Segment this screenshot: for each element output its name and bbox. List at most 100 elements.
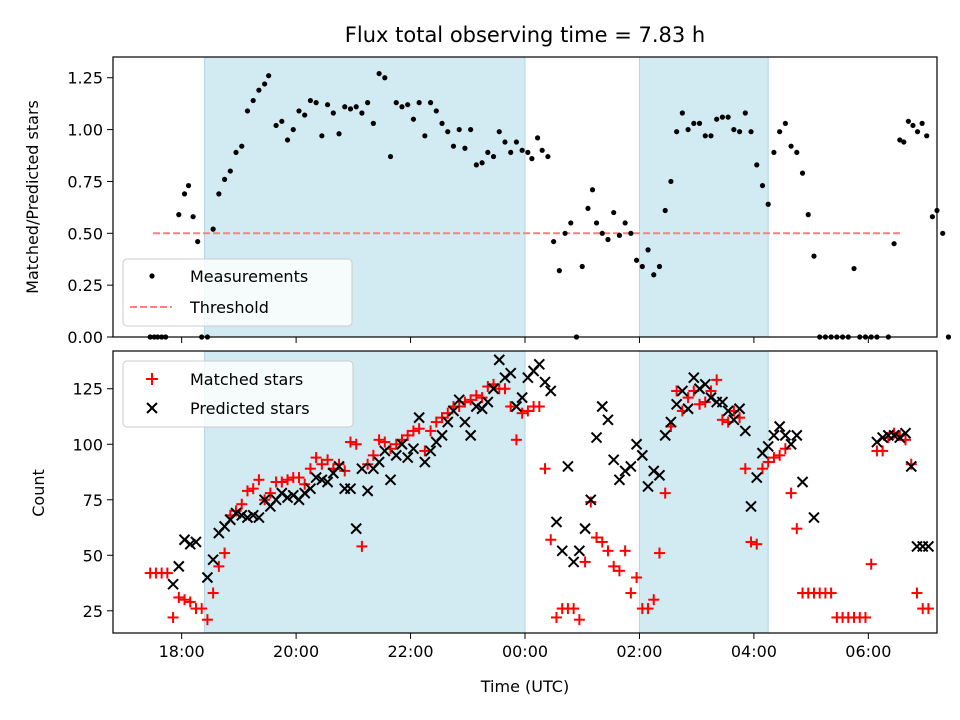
matched-star-point xyxy=(293,472,305,484)
x-tick-label: 18:00 xyxy=(159,642,205,661)
matched-star-point xyxy=(922,603,934,615)
measurement-point xyxy=(748,129,754,135)
matched-star-point xyxy=(470,389,482,401)
measurement-point xyxy=(579,263,585,270)
predicted-star-point xyxy=(779,429,792,442)
measurement-point xyxy=(782,120,788,126)
measurement-point xyxy=(399,104,405,110)
bottom-panel-legend: Matched stars Predicted stars xyxy=(122,360,354,428)
measurement-point xyxy=(422,133,428,139)
measurement-point xyxy=(266,73,272,79)
measurement-point xyxy=(529,156,535,162)
predicted-star-point xyxy=(207,554,219,566)
matched-star-point xyxy=(196,603,208,615)
measurement-point xyxy=(696,120,703,126)
matched-star-point xyxy=(602,545,614,557)
matched-star-point xyxy=(219,547,231,559)
measurement-point xyxy=(473,162,479,168)
matched-star-point xyxy=(316,458,328,470)
predicted-star-point xyxy=(796,476,809,488)
y-tick-label: 125 xyxy=(72,380,103,399)
legend-label-threshold: Threshold xyxy=(189,298,269,317)
predicted-star-point xyxy=(539,376,551,388)
predicted-star-point xyxy=(682,403,694,415)
measurement-point xyxy=(181,191,188,197)
measurement-point xyxy=(685,126,691,133)
y-tick-label: 100 xyxy=(72,435,103,454)
predicted-star-point xyxy=(447,405,460,417)
measurement-point xyxy=(262,81,268,87)
measurement-point xyxy=(382,75,388,81)
matched-star-point xyxy=(465,394,477,406)
matched-star-point xyxy=(362,458,374,470)
predicted-star-point xyxy=(356,462,368,475)
y-tick-label: 0.50 xyxy=(67,224,103,243)
predicted-star-point xyxy=(173,560,185,573)
predicted-star-point xyxy=(510,400,523,413)
predicted-star-point xyxy=(733,403,746,415)
matched-star-point xyxy=(745,536,757,548)
predicted-star-point xyxy=(424,445,437,457)
measurement-point xyxy=(433,108,439,114)
predicted-star-point xyxy=(344,482,357,495)
measurement-point xyxy=(347,106,354,112)
measurement-point xyxy=(456,126,462,133)
predicted-star-point xyxy=(401,451,414,464)
matched-star-point xyxy=(545,534,557,546)
matched-star-point xyxy=(510,434,522,446)
matched-star-point xyxy=(402,429,414,441)
measurement-point xyxy=(914,129,921,135)
matched-star-point xyxy=(825,587,837,599)
measurement-point xyxy=(359,110,365,116)
measurement-point xyxy=(662,207,668,214)
matched-star-point xyxy=(585,496,597,508)
measurement-point xyxy=(496,129,502,135)
predicted-star-point xyxy=(665,416,677,428)
x-tick-label: 04:00 xyxy=(731,642,777,661)
x-tick-label: 06:00 xyxy=(845,642,891,661)
bottom-panel: 25 50 75 100 125 18:00 20:00 22:00 00:00 02:00 04:… xyxy=(72,350,938,661)
predicted-star-point xyxy=(739,425,752,437)
predicted-star-point xyxy=(493,354,505,366)
matched-star-point xyxy=(344,436,356,448)
matched-star-point xyxy=(579,556,591,568)
measurement-point xyxy=(324,102,331,108)
matched-star-point xyxy=(264,487,276,499)
measurement-point xyxy=(410,116,417,122)
predicted-star-point xyxy=(453,394,465,406)
measurement-point xyxy=(719,114,726,120)
predicted-star-point xyxy=(167,578,179,590)
measurement-point xyxy=(519,147,525,153)
measurement-point xyxy=(353,104,359,110)
measurement-point xyxy=(190,214,196,220)
bottom-y-axis-label: Count xyxy=(29,469,48,517)
matched-star-point xyxy=(247,483,259,495)
matched-star-point xyxy=(201,614,213,626)
matched-star-point xyxy=(591,532,603,544)
matched-star-point xyxy=(671,385,683,397)
y-tick-label: 1.00 xyxy=(67,121,103,140)
measurement-point xyxy=(668,178,674,185)
y-tick-label: 0.00 xyxy=(67,328,103,347)
y-tick-label: 0.75 xyxy=(67,172,103,191)
predicted-star-point xyxy=(922,540,935,553)
matched-star-point xyxy=(613,565,625,577)
measurement-point xyxy=(633,257,640,263)
observing-period-shade xyxy=(639,351,769,633)
matched-star-point xyxy=(516,407,528,419)
measurement-point xyxy=(788,143,794,149)
measurement-point xyxy=(370,120,376,126)
measurement-point xyxy=(754,162,760,168)
measurement-point xyxy=(462,145,468,151)
matched-star-point xyxy=(356,540,368,552)
measurement-point xyxy=(545,153,551,160)
bottom-panel-gridmarks: 25 50 75 100 125 18:00 20:00 22:00 00:00 02:00 04:… xyxy=(72,380,891,661)
matched-star-point xyxy=(213,560,225,572)
measurement-point xyxy=(216,191,222,197)
measurement-point xyxy=(929,214,936,220)
measurement-point xyxy=(765,201,771,207)
measurement-point xyxy=(901,139,907,145)
bottom-panel-points xyxy=(144,354,935,626)
matched-star-point xyxy=(373,434,385,446)
predicted-star-point xyxy=(533,358,546,371)
